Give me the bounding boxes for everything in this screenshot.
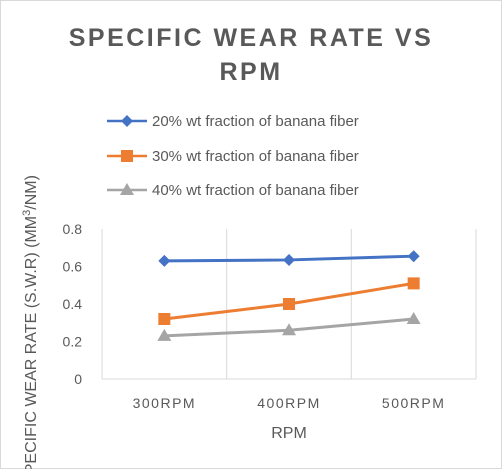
chart-title-line-1: SPECIFIC WEAR RATE VS: [69, 24, 434, 52]
data-point-square: [283, 298, 295, 310]
data-point-diamond: [158, 254, 171, 267]
legend-marker-diamond: [121, 115, 133, 127]
y-tick-label: 0.8: [63, 221, 83, 237]
y-tick-label: 0.6: [63, 259, 83, 275]
legend-entry-2: 30% wt fraction of banana fiber: [107, 148, 359, 165]
series-layer: [157, 250, 421, 341]
legend-entry-1: 20% wt fraction of banana fiber: [107, 113, 359, 130]
data-point-square: [158, 313, 171, 325]
y-axis-title: SPECIFIC WEAR RATE (S.W.R) (MM3/NM): [21, 175, 40, 469]
legend-label-1: 20% wt fraction of banana fiber: [152, 113, 359, 130]
legend-marker-triangle: [120, 183, 134, 195]
y-tick-label: 0.4: [63, 296, 83, 312]
x-axis-title: RPM: [271, 425, 307, 442]
grid-layer: [226, 229, 477, 379]
y-tick-label: 0: [74, 371, 82, 387]
data-point-triangle: [282, 323, 296, 336]
legend-label-2: 30% wt fraction of banana fiber: [152, 148, 359, 165]
x-tick-label: 300RPM: [133, 395, 196, 411]
chart-title-line-2: RPM: [219, 58, 282, 86]
legend-label-3: 40% wt fraction of banana fiber: [152, 182, 359, 199]
legend: 20% wt fraction of banana fiber 30% wt f…: [107, 113, 359, 199]
data-point-diamond: [407, 250, 420, 263]
data-point-square: [407, 277, 420, 290]
y-axis-title-main: SPECIFIC WEAR RATE (S.W.R) (MM: [23, 216, 40, 469]
x-tick-label: 400RPM: [257, 395, 320, 411]
data-point-triangle: [406, 312, 421, 324]
legend-entry-3: 40% wt fraction of banana fiber: [107, 182, 359, 199]
y-axis-title-tail: /NM): [23, 175, 40, 210]
legend-marker-square: [121, 150, 133, 162]
label-layer: 0 0.2 0.4 0.6 0.8 300RPM 400RPM 500RPM: [63, 221, 445, 411]
x-tick-label: 500RPM: [382, 395, 445, 411]
y-tick-label: 0.2: [63, 334, 83, 350]
data-point-triangle: [157, 328, 172, 341]
axis-layer: [101, 229, 476, 380]
y-axis-title-superscript: 3: [21, 210, 33, 216]
data-point-diamond: [283, 253, 295, 266]
